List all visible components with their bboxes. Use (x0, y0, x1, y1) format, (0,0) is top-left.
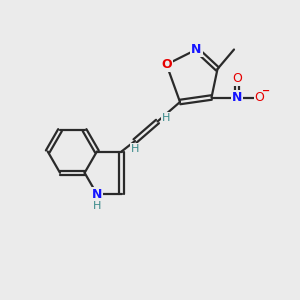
Text: O: O (232, 71, 242, 85)
Text: N: N (232, 91, 242, 104)
Text: O: O (255, 91, 264, 104)
Text: O: O (161, 58, 172, 71)
Text: N: N (191, 43, 202, 56)
Text: H: H (131, 143, 139, 154)
Text: N: N (92, 188, 102, 201)
Text: H: H (93, 200, 101, 211)
Text: −: − (262, 86, 270, 96)
Text: H: H (161, 113, 170, 123)
